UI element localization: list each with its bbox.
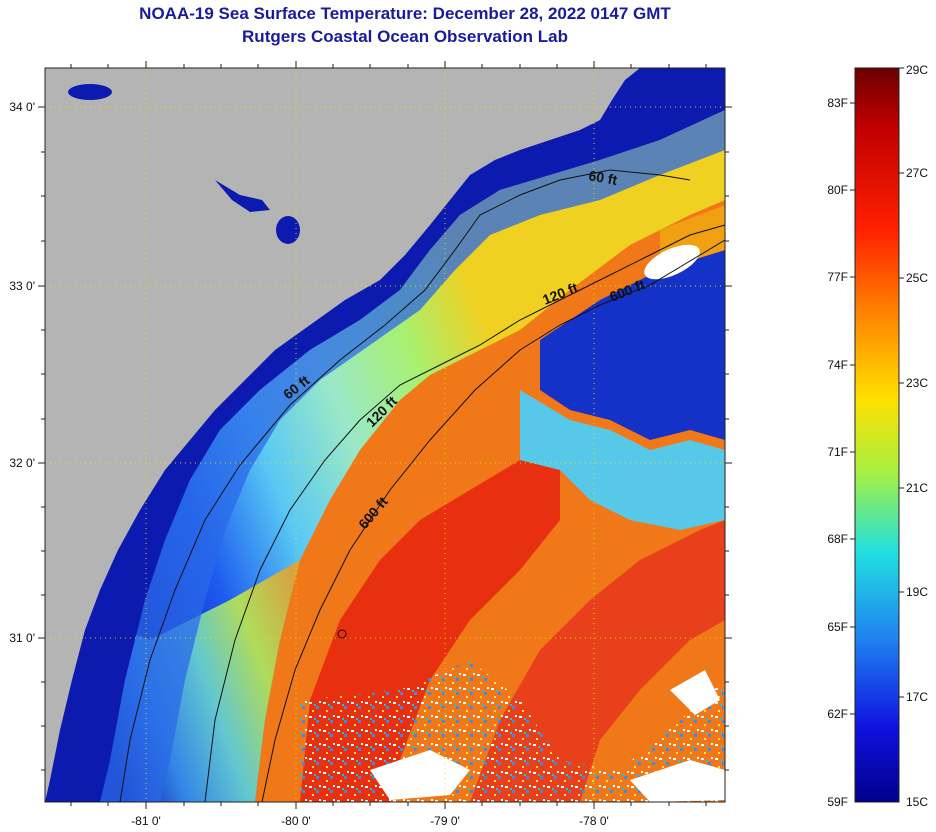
land-coastline bbox=[45, 68, 640, 802]
colorbar-c-29: 29C bbox=[906, 63, 928, 77]
cloud-patch-2 bbox=[630, 760, 725, 802]
colorbar-f-68: 68F bbox=[827, 532, 848, 546]
offshore-mixed-band bbox=[520, 390, 725, 530]
map-subtitle: Rutgers Coastal Ocean Observation Lab bbox=[242, 27, 568, 46]
station-marker bbox=[337, 629, 347, 639]
lon-label-79: -79 0' bbox=[430, 814, 460, 828]
graticule bbox=[45, 68, 725, 802]
lat-label-32: 32 0' bbox=[9, 456, 35, 470]
lat-label-33: 33 0' bbox=[9, 279, 35, 293]
colorbar-f-65: 65F bbox=[827, 620, 848, 634]
lat-label-31: 31 0' bbox=[9, 631, 35, 645]
isobath-600ft-line bbox=[261, 239, 725, 802]
offshore-cold-eddy bbox=[540, 250, 725, 440]
map-title: NOAA-19 Sea Surface Temperature: Decembe… bbox=[139, 4, 671, 23]
cloud-patch-1 bbox=[370, 750, 470, 800]
colorbar-f-74: 74F bbox=[827, 358, 848, 372]
colorbar-ramp bbox=[854, 67, 900, 803]
contour-label-60ft-north: 60 ft bbox=[587, 167, 618, 188]
lon-label-80: -80 0' bbox=[281, 814, 311, 828]
colorbar-c-23: 23C bbox=[906, 376, 928, 390]
colorbar-f-62: 62F bbox=[827, 707, 848, 721]
inland-lake-1 bbox=[68, 84, 112, 100]
colorbar-f-80: 80F bbox=[827, 183, 848, 197]
isobath-60ft-line bbox=[119, 169, 691, 802]
colorbar: 83F 80F 77F 74F 71F 68F 65F 62F 59F 29C … bbox=[827, 63, 928, 809]
colorbar-f-71: 71F bbox=[827, 445, 848, 459]
inland-lake-3 bbox=[215, 180, 270, 212]
colorbar-c-25: 25C bbox=[906, 271, 928, 285]
lon-label-81: -81 0' bbox=[131, 814, 161, 828]
map-frame bbox=[44, 67, 726, 803]
colorbar-c-15: 15C bbox=[906, 795, 928, 809]
colorbar-f-59: 59F bbox=[827, 795, 848, 809]
map-ticks bbox=[38, 61, 732, 809]
lon-label-78: -78 0' bbox=[579, 814, 609, 828]
inland-lake-2 bbox=[276, 216, 300, 244]
map-panel: 60 ft 60 ft 120 ft 120 ft 600 ft 600 ft bbox=[45, 68, 725, 802]
colorbar-c-19: 19C bbox=[906, 585, 928, 599]
cloud-patch-ne bbox=[644, 244, 700, 280]
colorbar-f-83: 83F bbox=[827, 96, 848, 110]
nearshore-blue bbox=[100, 110, 725, 802]
colorbar-c-21: 21C bbox=[906, 481, 928, 495]
isobath-120ft-line bbox=[204, 224, 725, 802]
colorbar-c-27: 27C bbox=[906, 166, 928, 180]
cloud-patch-3 bbox=[670, 670, 720, 715]
colorbar-f-77: 77F bbox=[827, 270, 848, 284]
colorbar-ticks bbox=[850, 67, 904, 715]
colorbar-c-17: 17C bbox=[906, 690, 928, 704]
lat-label-34: 34 0' bbox=[9, 100, 35, 114]
